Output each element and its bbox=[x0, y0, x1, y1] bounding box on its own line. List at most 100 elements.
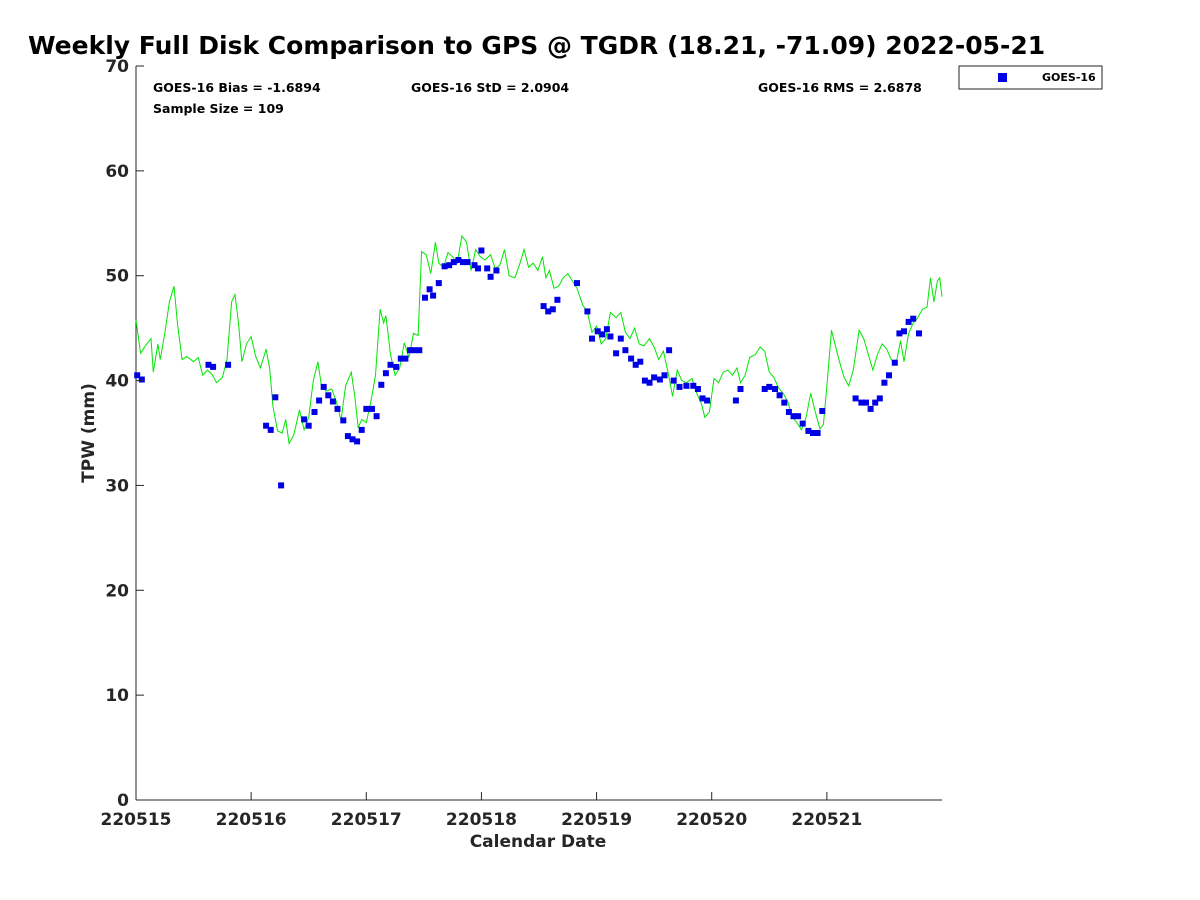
bias-stat: GOES-16 Bias = -1.6894 bbox=[153, 80, 321, 95]
goes16-point-layer bbox=[134, 247, 922, 489]
goes16-data-point bbox=[263, 422, 270, 429]
legend-label-goes16: GOES-16 bbox=[1042, 71, 1096, 84]
goes16-data-point bbox=[761, 386, 768, 392]
goes16-data-point bbox=[316, 397, 323, 404]
goes16-data-point bbox=[450, 259, 457, 266]
goes16-data-point bbox=[852, 395, 859, 402]
goes16-data-point bbox=[790, 413, 797, 420]
goes16-data-point bbox=[334, 405, 341, 412]
goes16-data-point bbox=[340, 417, 347, 424]
goes16-data-point bbox=[225, 361, 232, 368]
goes16-data-point bbox=[554, 296, 561, 303]
goes16-data-point bbox=[320, 383, 327, 390]
goes16-data-point bbox=[358, 426, 365, 433]
plot-area: 220515 220516 220517 220518 220519 220520 2205… bbox=[101, 57, 943, 830]
goes16-data-point bbox=[670, 377, 677, 384]
goes16-data-point bbox=[683, 382, 690, 389]
goes16-data-point bbox=[584, 308, 591, 315]
goes16-data-point bbox=[872, 399, 879, 406]
goes16-data-point bbox=[422, 294, 428, 301]
goes16-data-point bbox=[694, 386, 701, 392]
goes16-data-point bbox=[272, 394, 279, 401]
goes16-data-point bbox=[632, 361, 639, 368]
y-tick-label: 0 bbox=[117, 791, 129, 811]
goes16-data-point bbox=[594, 328, 601, 335]
x-tick-label: 220518 bbox=[446, 810, 517, 830]
legend-marker-goes16 bbox=[998, 73, 1007, 82]
goes16-data-point bbox=[641, 377, 648, 384]
x-tick-label: 220517 bbox=[331, 810, 402, 830]
goes16-data-point bbox=[916, 330, 922, 337]
goes16-data-point bbox=[858, 399, 865, 406]
x-axis-label: Calendar Date bbox=[470, 832, 607, 852]
y-tick-label: 70 bbox=[105, 57, 129, 77]
goes16-data-point bbox=[435, 280, 442, 287]
goes16-data-point bbox=[617, 335, 624, 342]
y-tick-label: 20 bbox=[105, 581, 129, 601]
goes16-data-point bbox=[416, 347, 423, 354]
goes16-data-point bbox=[487, 273, 494, 280]
goes16-data-point bbox=[661, 372, 668, 379]
goes16-data-point bbox=[867, 405, 874, 412]
goes16-data-point bbox=[676, 383, 683, 390]
goes16-data-point bbox=[781, 399, 788, 406]
goes16-data-point bbox=[446, 262, 453, 269]
goes16-data-point bbox=[373, 413, 380, 420]
y-tick-label: 30 bbox=[105, 476, 129, 496]
goes16-data-point bbox=[210, 363, 217, 370]
goes16-data-point bbox=[622, 347, 629, 354]
goes16-data-point bbox=[795, 413, 802, 420]
goes16-data-point bbox=[344, 433, 351, 440]
y-tick-label: 60 bbox=[105, 162, 129, 182]
goes16-data-point bbox=[690, 382, 697, 389]
goes16-data-point bbox=[471, 262, 478, 269]
goes16-data-point bbox=[549, 306, 556, 313]
goes16-data-point bbox=[704, 397, 711, 404]
sample-size-stat: Sample Size = 109 bbox=[153, 101, 284, 116]
goes16-data-point bbox=[819, 408, 826, 414]
goes16-data-point bbox=[267, 426, 274, 433]
gps-tpw-line bbox=[135, 234, 943, 446]
goes16-data-point bbox=[646, 379, 653, 386]
goes16-data-point bbox=[881, 379, 888, 386]
std-stat: GOES-16 StD = 2.0904 bbox=[411, 80, 569, 95]
y-tick-label: 10 bbox=[105, 686, 129, 706]
goes16-data-point bbox=[766, 383, 773, 390]
x-ticks: 220515 220516 220517 220518 220519 220520 2205… bbox=[101, 792, 862, 830]
goes16-data-point bbox=[354, 438, 361, 445]
goes16-data-point bbox=[628, 355, 635, 362]
goes16-data-point bbox=[772, 386, 778, 392]
goes16-data-point bbox=[475, 265, 481, 272]
goes16-data-point bbox=[637, 358, 644, 365]
goes16-data-point bbox=[464, 259, 471, 266]
x-tick-label: 220519 bbox=[561, 810, 632, 830]
goes16-data-point bbox=[402, 355, 409, 362]
goes16-data-point bbox=[349, 436, 356, 443]
goes16-data-point bbox=[484, 265, 491, 272]
goes16-data-point bbox=[732, 397, 739, 404]
goes16-data-point bbox=[205, 361, 212, 368]
rms-stat: GOES-16 RMS = 2.6878 bbox=[758, 80, 922, 95]
goes16-data-point bbox=[430, 292, 437, 299]
goes16-data-point bbox=[393, 363, 400, 370]
goes16-data-point bbox=[329, 398, 336, 405]
goes16-data-point bbox=[891, 359, 898, 366]
goes16-data-point bbox=[397, 355, 404, 362]
goes16-data-point bbox=[905, 318, 912, 325]
x-tick-label: 220521 bbox=[791, 810, 862, 830]
x-tick-label: 220516 bbox=[216, 810, 287, 830]
y-tick-label: 40 bbox=[105, 372, 129, 392]
chart-title: Weekly Full Disk Comparison to GPS @ TGD… bbox=[28, 31, 1045, 60]
goes16-data-point bbox=[656, 376, 663, 383]
goes16-data-point bbox=[407, 347, 413, 354]
goes16-data-point bbox=[363, 405, 370, 412]
y-ticks: 0 10 20 30 40 50 60 70 bbox=[105, 57, 144, 811]
goes16-data-point bbox=[382, 370, 389, 377]
goes16-data-point bbox=[138, 376, 145, 383]
y-tick-label: 50 bbox=[105, 267, 129, 287]
goes16-data-point bbox=[810, 430, 816, 436]
goes16-data-point bbox=[589, 335, 595, 342]
goes16-data-point bbox=[699, 395, 706, 402]
goes16-data-point bbox=[599, 331, 606, 338]
